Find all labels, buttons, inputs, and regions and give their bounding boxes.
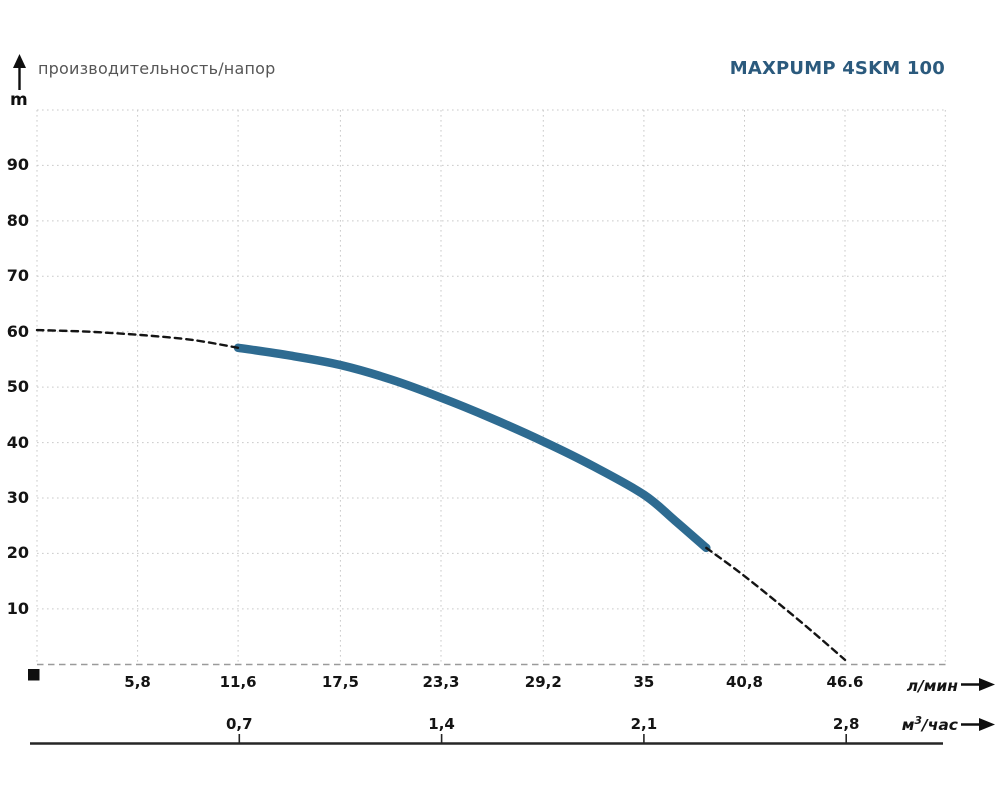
x2-tick-label: 2,8 — [832, 715, 860, 733]
x1-tick-label: 40,8 — [725, 673, 763, 691]
x1-unit-text: л/мин — [906, 677, 958, 695]
x1-axis-unit-label: л/мин — [858, 677, 958, 695]
curve-rated-operating-range — [233, 343, 711, 553]
y-tick-label: 50 — [6, 377, 29, 397]
y-tick-label: 40 — [6, 432, 29, 452]
origin-marker — [28, 669, 40, 681]
x2-unit-sup: 3 — [914, 713, 923, 727]
y-tick-label: 60 — [6, 321, 29, 341]
x2-unit-base: м — [901, 716, 915, 734]
x1-tick-label: 46.6 — [826, 673, 864, 691]
y-tick-label: 20 — [6, 543, 29, 563]
y-tick-label: 30 — [6, 488, 29, 507]
x2-axis-arrow-icon — [961, 718, 995, 731]
x2-tick-label: 0,7 — [226, 715, 253, 733]
y-tick-label: 10 — [6, 598, 29, 618]
x2-tick-label: 2,1 — [630, 715, 658, 733]
curve-extrapolation-low-flow — [35, 328, 240, 349]
product-title: MAXPUMP 4SKM 100 — [729, 58, 945, 79]
x1-tick-label: 23,3 — [422, 673, 460, 691]
x1-tick-label: 35 — [633, 673, 655, 691]
x2-axis-unit-label: м3/час — [858, 713, 958, 734]
x1-tick-label: 17,5 — [321, 673, 359, 691]
x1-tick-label: 5,8 — [124, 673, 151, 691]
y-tick-label: 70 — [6, 266, 29, 286]
y-axis-arrow-icon — [13, 54, 26, 90]
x1-tick-label: 11,6 — [219, 673, 257, 691]
x2-tick-label: 1,4 — [428, 715, 455, 733]
y-tick-label: 80 — [6, 210, 29, 230]
x1-axis-arrow-icon — [961, 678, 995, 691]
y-axis-unit-label: m — [10, 90, 28, 110]
y-tick-label: 90 — [6, 155, 29, 175]
x2-unit-rest: /час — [922, 716, 958, 734]
curve-extrapolation-high-flow — [705, 546, 847, 662]
x2-ticks — [238, 734, 848, 743]
curves — [35, 328, 847, 662]
grid — [36, 109, 946, 665]
x1-tick-label: 29,2 — [524, 673, 562, 691]
chart-axis-title: производительность/напор — [38, 59, 276, 78]
